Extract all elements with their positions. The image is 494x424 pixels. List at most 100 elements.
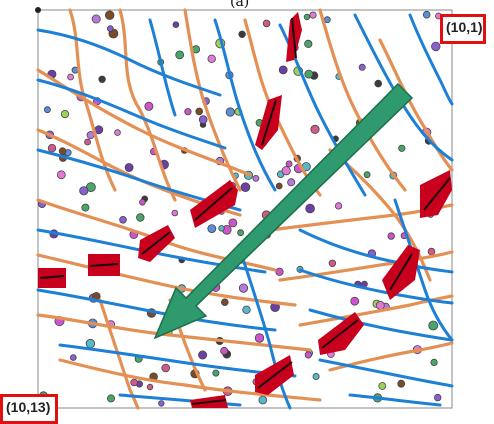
scatter-dot — [104, 10, 115, 20]
scatter-dot — [323, 16, 331, 24]
scatter-dot — [262, 19, 271, 28]
scatter-dot — [387, 232, 395, 240]
scatter-dot — [398, 144, 406, 152]
scatter-dot — [114, 129, 121, 136]
orange-line — [36, 313, 312, 352]
scatter-dot — [278, 65, 288, 75]
scatter-dot — [130, 378, 138, 387]
scatter-dot — [144, 101, 154, 111]
orange-line — [118, 8, 177, 202]
blue-line — [58, 343, 297, 378]
scatter-dot — [312, 372, 320, 380]
scatter-dot — [305, 203, 315, 214]
orange-line — [318, 8, 407, 192]
blue-line — [298, 268, 454, 305]
scatter-dot — [287, 178, 296, 187]
blue-line — [36, 78, 227, 150]
blue-line — [148, 18, 177, 117]
scatter-dot — [358, 63, 366, 71]
scatter-dot — [238, 283, 249, 293]
panel-label: (a) — [230, 0, 250, 10]
scatter-dot — [304, 351, 312, 359]
scatter-dot — [139, 199, 146, 206]
scatter-dot — [221, 298, 229, 307]
blue-line — [36, 28, 222, 97]
black-segment — [321, 319, 359, 349]
scatter-dot — [195, 107, 204, 116]
blue-line — [118, 393, 242, 407]
direction-arrow — [153, 82, 414, 340]
blue-line — [213, 18, 277, 192]
scatter-dot — [228, 218, 238, 228]
black-segment — [39, 275, 65, 279]
scatter-dot — [119, 216, 127, 224]
blue-line — [308, 308, 454, 342]
scatter-dot — [378, 382, 387, 390]
scatter-dot — [252, 174, 260, 182]
scatter-dot — [81, 203, 90, 212]
black-segment — [423, 177, 451, 211]
scatter-dot — [198, 350, 208, 360]
scatter-dot — [334, 202, 343, 210]
black-segment — [141, 231, 171, 255]
orange-line — [328, 341, 454, 372]
scatter-dot — [207, 54, 216, 63]
black-centerlines — [39, 17, 451, 405]
blue-line — [238, 248, 292, 410]
scatter-dot — [85, 338, 96, 349]
scatter-dot — [428, 320, 439, 331]
scatter-dot — [175, 50, 185, 60]
origin-dot — [35, 7, 41, 13]
scatter-dot — [328, 259, 337, 267]
black-segment — [89, 263, 119, 267]
green-arrow — [153, 82, 414, 340]
scatter-dot — [184, 108, 192, 116]
scatter-dot — [350, 296, 360, 306]
scatter-dot — [363, 171, 371, 179]
scatter-dot — [220, 346, 229, 355]
black-segment — [261, 99, 277, 146]
orange-line — [278, 250, 454, 282]
scatter-dot — [124, 163, 134, 172]
black-segment — [194, 187, 233, 221]
scatter-dot — [304, 39, 313, 49]
blue-line — [298, 228, 454, 274]
blue-line — [408, 13, 454, 106]
scatter-dot — [275, 182, 283, 190]
orange-line — [183, 8, 242, 192]
black-segment — [191, 399, 227, 405]
black-segment — [257, 361, 293, 389]
scatter-dot — [374, 79, 383, 88]
orange-line — [298, 294, 454, 327]
scatter-dot — [242, 305, 251, 314]
orange-line — [378, 38, 454, 172]
scatter-dot — [309, 11, 317, 19]
scatter-dot — [67, 73, 74, 81]
orange-line — [58, 358, 322, 402]
black-segment — [389, 253, 413, 291]
scatter-dot — [91, 14, 101, 24]
scatter-dot — [212, 369, 220, 377]
scatter-dot — [47, 143, 57, 153]
scatter-dot — [238, 30, 246, 38]
scatter-dot — [303, 13, 311, 21]
scatter-dot — [431, 41, 441, 52]
black-segment — [291, 17, 297, 59]
scatter-dot — [275, 267, 284, 276]
scatter-dot — [84, 138, 91, 146]
scatter-dot — [258, 395, 268, 405]
scatter-dot — [44, 106, 51, 114]
scatter-dot — [172, 21, 180, 29]
scatter-dot — [304, 69, 314, 79]
scatter-dot — [434, 393, 442, 402]
orange-line — [98, 298, 140, 410]
scatter-dot — [158, 400, 165, 407]
scatter-dot — [375, 300, 385, 310]
scatter-dot — [107, 394, 116, 403]
scatter-dot — [58, 147, 67, 156]
scatter-dot — [56, 170, 66, 180]
corner-label-bottom-left: (10,13) — [0, 394, 58, 424]
scatter-dot — [107, 25, 114, 32]
